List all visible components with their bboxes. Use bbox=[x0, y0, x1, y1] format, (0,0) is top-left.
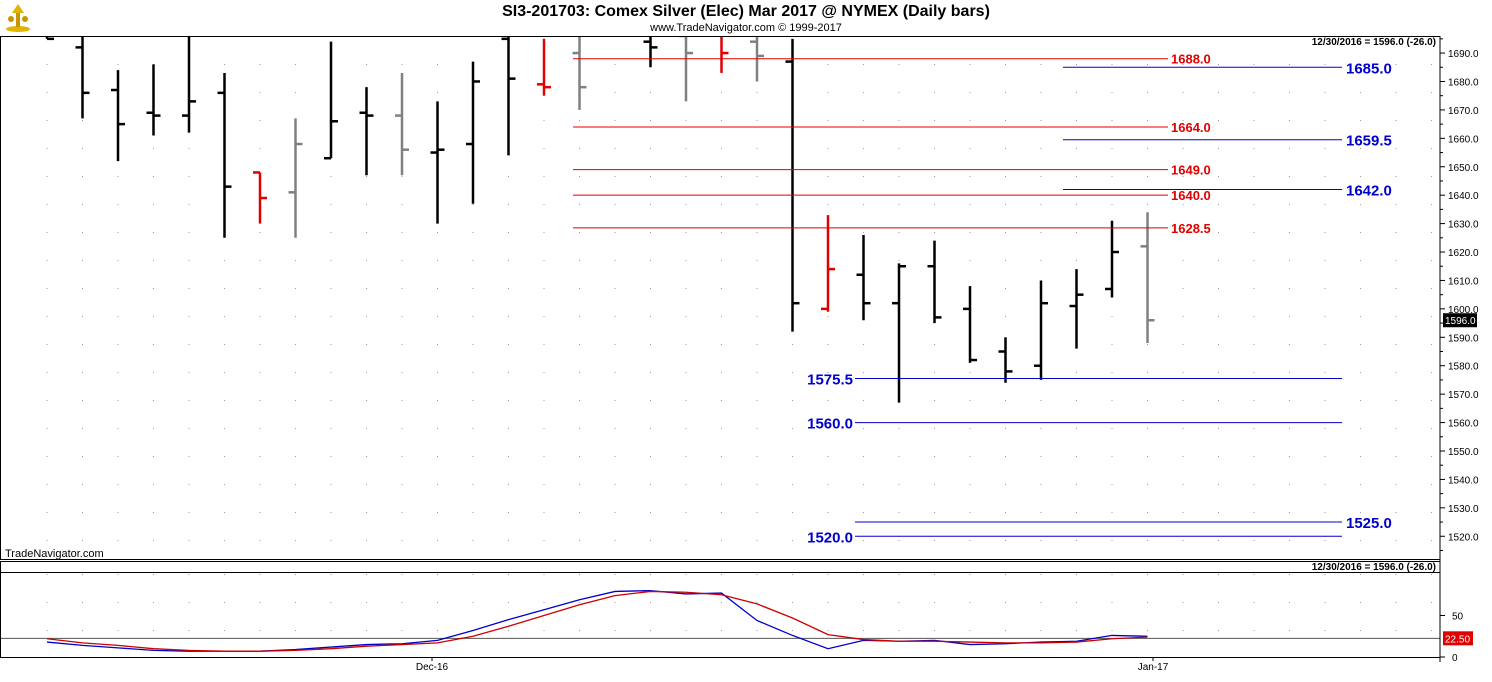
ohlc-bar bbox=[1069, 269, 1084, 349]
price-y-tick-label: 1650.0 bbox=[1448, 163, 1479, 174]
price-y-tick-label: 1620.0 bbox=[1448, 248, 1479, 259]
ohlc-bar bbox=[927, 240, 942, 324]
price-y-tick-label: 1660.0 bbox=[1448, 134, 1479, 145]
chart-title: SI3-201703: Comex Silver (Elec) Mar 2017… bbox=[502, 3, 990, 20]
price-y-tick-label: 1540.0 bbox=[1448, 475, 1479, 486]
price-y-tick-label: 1670.0 bbox=[1448, 106, 1479, 117]
resistance-label: 1688.0 bbox=[1171, 52, 1211, 67]
ohlc-bar bbox=[1105, 220, 1119, 298]
price-y-tick-label: 1610.0 bbox=[1448, 276, 1479, 287]
ohlc-bar bbox=[643, 33, 658, 68]
ohlc-bar bbox=[1140, 212, 1155, 343]
osc-info-label: 12/30/2016 = 1596.0 (-26.0) bbox=[1312, 562, 1436, 573]
support-label: 1575.5 bbox=[807, 372, 853, 389]
ohlc-bar bbox=[537, 38, 551, 96]
ohlc-bar bbox=[182, 33, 196, 133]
title-bar: SI3-201703: Comex Silver (Elec) Mar 2017… bbox=[0, 0, 1492, 36]
support-label: 1685.0 bbox=[1346, 60, 1392, 77]
chart-subtitle: www.TradeNavigator.com © 1999-2017 bbox=[650, 22, 842, 34]
osc-y-tick-label: 50 bbox=[1452, 612, 1464, 623]
ohlc-bar bbox=[963, 286, 977, 363]
resistance-label: 1649.0 bbox=[1171, 163, 1211, 178]
ohlc-bar bbox=[821, 215, 835, 312]
last-price-badge-text: 1596.0 bbox=[1445, 316, 1476, 327]
ohlc-bar bbox=[111, 70, 125, 162]
ohlc-bar bbox=[750, 33, 764, 82]
price-y-tick-label: 1580.0 bbox=[1448, 362, 1479, 373]
price-y-tick-label: 1560.0 bbox=[1448, 419, 1479, 430]
price-y-tick-label: 1550.0 bbox=[1448, 447, 1479, 458]
ohlc-bar bbox=[892, 263, 906, 403]
price-y-tick-label: 1570.0 bbox=[1448, 390, 1479, 401]
ohlc-bar bbox=[856, 234, 871, 321]
ohlc-bar bbox=[785, 38, 800, 332]
x-axis-label: Dec-16 bbox=[416, 662, 449, 673]
support-label: 1560.0 bbox=[807, 416, 853, 433]
osc-value-badge-text: 22.50 bbox=[1445, 634, 1470, 645]
ohlc-bar bbox=[288, 118, 303, 238]
price-y-tick-label: 1640.0 bbox=[1448, 191, 1479, 202]
price-y-tick-label: 1590.0 bbox=[1448, 333, 1479, 344]
support-label: 1642.0 bbox=[1346, 182, 1392, 199]
last-price-badge bbox=[1443, 313, 1477, 328]
ohlc-bar bbox=[324, 41, 338, 160]
support-label: 1659.5 bbox=[1346, 133, 1392, 150]
price-y-tick-label: 1630.0 bbox=[1448, 220, 1479, 231]
ohlc-bar bbox=[253, 171, 267, 224]
resistance-label: 1628.5 bbox=[1171, 221, 1211, 236]
price-y-tick-label: 1690.0 bbox=[1448, 49, 1479, 60]
ohlc-bar bbox=[146, 64, 161, 136]
watermark-text: TradeNavigator.com bbox=[5, 548, 104, 560]
osc-y-tick-label: 0 bbox=[1452, 653, 1458, 664]
support-label: 1520.0 bbox=[807, 529, 853, 546]
ohlc-bar bbox=[217, 72, 232, 238]
osc-value-badge bbox=[1443, 631, 1473, 646]
x-axis-label: Jan-17 bbox=[1138, 662, 1169, 673]
support-label: 1525.0 bbox=[1346, 515, 1392, 532]
ohlc-bar bbox=[430, 101, 445, 224]
ohlc-bar bbox=[395, 72, 409, 176]
resistance-label: 1640.0 bbox=[1171, 188, 1211, 203]
price-info-label: 12/30/2016 = 1596.0 (-26.0) bbox=[1312, 37, 1436, 48]
ohlc-bar bbox=[501, 33, 516, 156]
price-y-tick-label: 1600.0 bbox=[1448, 305, 1479, 316]
price-y-tick-label: 1680.0 bbox=[1448, 77, 1479, 88]
price-y-tick-label: 1520.0 bbox=[1448, 532, 1479, 543]
price-y-tick-label: 1530.0 bbox=[1448, 504, 1479, 515]
ohlc-bar bbox=[359, 87, 374, 176]
resistance-label: 1664.0 bbox=[1171, 120, 1211, 135]
trade-navigator-logo-icon bbox=[4, 3, 32, 33]
ohlc-bar bbox=[75, 30, 90, 119]
ohlc-bar bbox=[466, 61, 480, 204]
osc-series-slow-line bbox=[46, 590, 1148, 652]
ohlc-bar bbox=[1034, 280, 1048, 380]
ohlc-bar bbox=[572, 33, 587, 110]
ohlc-bar bbox=[998, 337, 1013, 383]
